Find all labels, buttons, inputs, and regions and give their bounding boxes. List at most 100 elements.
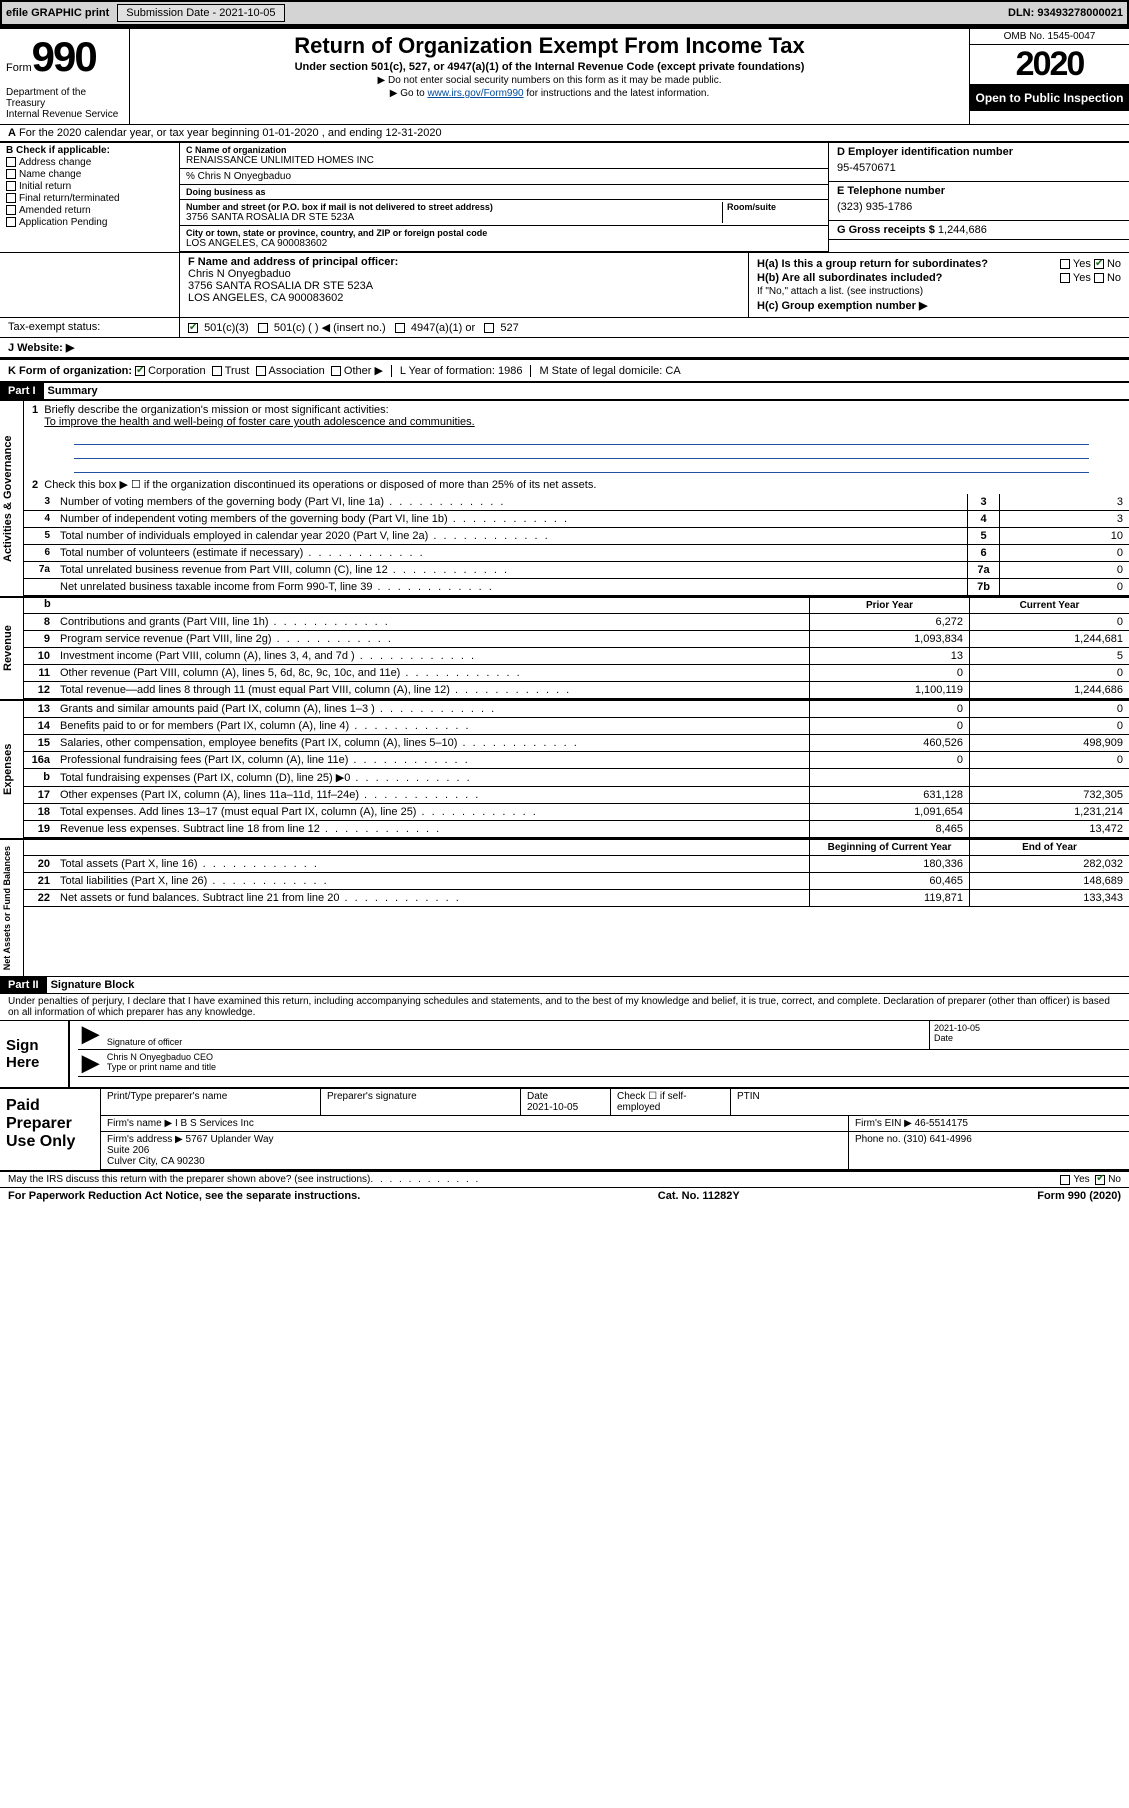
data-row: 18Total expenses. Add lines 13–17 (must … (24, 804, 1129, 821)
care-of: % Chris N Onyegbaduo (180, 169, 828, 185)
form-subtitle-2: Do not enter social security numbers on … (138, 75, 961, 86)
paid-preparer-label: Paid Preparer Use Only (0, 1089, 100, 1170)
phone: (323) 935-1786 (837, 197, 1121, 217)
data-row: 16aProfessional fundraising fees (Part I… (24, 752, 1129, 769)
form-footer-label: Form 990 (2020) (1037, 1190, 1121, 1202)
penalty-statement: Under penalties of perjury, I declare th… (0, 994, 1129, 1020)
cb-527[interactable] (484, 323, 494, 333)
cb-other[interactable] (331, 366, 341, 376)
cb-name-change[interactable]: Name change (6, 169, 173, 180)
city-state-zip: LOS ANGELES, CA 900083602 (186, 238, 822, 249)
data-row: bTotal fundraising expenses (Part IX, co… (24, 769, 1129, 787)
irs-discuss-row: May the IRS discuss this return with the… (0, 1170, 1129, 1187)
data-row: 10Investment income (Part VIII, column (… (24, 648, 1129, 665)
gov-row: 5Total number of individuals employed in… (24, 528, 1129, 545)
data-row: 13Grants and similar amounts paid (Part … (24, 701, 1129, 718)
data-row: 14Benefits paid to or for members (Part … (24, 718, 1129, 735)
year-formation: L Year of formation: 1986 (391, 365, 523, 377)
submission-date-button[interactable]: Submission Date - 2021-10-05 (117, 4, 284, 22)
form-number: 990 (32, 33, 96, 81)
street-address: 3756 SANTA ROSALIA DR STE 523A (186, 212, 722, 223)
gross-receipts: 1,244,686 (938, 224, 987, 236)
box-h: H(a) Is this a group return for subordin… (749, 253, 1129, 317)
cb-address-change[interactable]: Address change (6, 157, 173, 168)
omb-number: OMB No. 1545-0047 (970, 29, 1129, 45)
data-row: 21Total liabilities (Part X, line 26)60,… (24, 873, 1129, 890)
data-row: 9Program service revenue (Part VIII, lin… (24, 631, 1129, 648)
gov-row: 4Number of independent voting members of… (24, 511, 1129, 528)
cb-assoc[interactable] (256, 366, 266, 376)
catalog-number: Cat. No. 11282Y (360, 1190, 1037, 1202)
paid-preparer-section: Paid Preparer Use Only Print/Type prepar… (0, 1087, 1129, 1170)
officer-signature-name: Chris N Onyegbaduo CEO (107, 1052, 1125, 1062)
summary-revenue: Revenue b Prior Year Current Year 8Contr… (0, 596, 1129, 699)
box-i-label: Tax-exempt status: (0, 318, 180, 337)
firm-name: Firm's name ▶ I B S Services Inc (101, 1116, 849, 1131)
prior-year-hdr: Prior Year (809, 598, 969, 613)
cb-discuss-yes[interactable] (1060, 1175, 1070, 1185)
form-number-cell: Form 990 (0, 29, 130, 83)
sign-date: 2021-10-05 (934, 1023, 1125, 1033)
vtab-netassets: Net Assets or Fund Balances (0, 840, 24, 976)
form-word: Form (6, 62, 32, 74)
top-toolbar: efile GRAPHIC print Submission Date - 20… (0, 0, 1129, 26)
part-1-header: Part ISummary (0, 382, 1129, 400)
gov-row: Net unrelated business taxable income fr… (24, 579, 1129, 596)
firm-phone: Phone no. (310) 641-4996 (849, 1132, 1129, 1169)
box-j-website: J Website: ▶ (0, 337, 1129, 360)
summary-netassets: Net Assets or Fund Balances Beginning of… (0, 838, 1129, 976)
form-title: Return of Organization Exempt From Incom… (138, 33, 961, 59)
box-b: B Check if applicable: Address change Na… (0, 143, 180, 252)
efile-label[interactable]: efile GRAPHIC print (6, 7, 109, 19)
box-c: C Name of organizationRENAISSANCE UNLIMI… (180, 143, 829, 252)
data-row: 20Total assets (Part X, line 16)180,3362… (24, 856, 1129, 873)
cb-trust[interactable] (212, 366, 222, 376)
cb-corp[interactable] (135, 366, 145, 376)
begin-year-hdr: Beginning of Current Year (809, 840, 969, 855)
box-d-e-g: D Employer identification number95-45706… (829, 143, 1129, 252)
gov-row: 3Number of voting members of the governi… (24, 494, 1129, 511)
officer-name: Chris N Onyegbaduo (188, 268, 291, 280)
department-label: Department of the Treasury Internal Reve… (0, 83, 130, 124)
cb-4947[interactable] (395, 323, 405, 333)
form-subtitle-1: Under section 501(c), 527, or 4947(a)(1)… (138, 61, 961, 73)
summary-governance: Activities & Governance 1 Briefly descri… (0, 400, 1129, 596)
summary-expenses: Expenses 13Grants and similar amounts pa… (0, 699, 1129, 838)
sign-here-section: Sign Here ▶ Signature of officer 2021-10… (0, 1020, 1129, 1087)
data-row: 12Total revenue—add lines 8 through 11 (… (24, 682, 1129, 699)
gov-row: 6Total number of volunteers (estimate if… (24, 545, 1129, 562)
cb-amended[interactable]: Amended return (6, 205, 173, 216)
form-header: Form 990 Department of the Treasury Inte… (0, 26, 1129, 124)
box-k: K Form of organization: Corporation Trus… (0, 360, 1129, 382)
cb-501c3[interactable] (188, 323, 198, 333)
ein: 95-4570671 (837, 158, 1121, 178)
data-row: 22Net assets or fund balances. Subtract … (24, 890, 1129, 907)
data-row: 19Revenue less expenses. Subtract line 1… (24, 821, 1129, 838)
tax-year: 2020 (970, 45, 1129, 85)
current-year-hdr: Current Year (969, 598, 1129, 613)
end-year-hdr: End of Year (969, 840, 1129, 855)
section-f-h: F Name and address of principal officer:… (0, 252, 1129, 317)
cb-final-return[interactable]: Final return/terminated (6, 193, 173, 204)
section-b-to-g: B Check if applicable: Address change Na… (0, 142, 1129, 252)
vtab-governance: Activities & Governance (0, 401, 24, 596)
vtab-expenses: Expenses (0, 701, 24, 838)
org-name: RENAISSANCE UNLIMITED HOMES INC (186, 155, 822, 166)
arrow-icon: ▶ (78, 1021, 103, 1049)
form990-link[interactable]: www.irs.gov/Form990 (427, 88, 523, 99)
paperwork-notice: For Paperwork Reduction Act Notice, see … (8, 1190, 360, 1202)
cb-pending[interactable]: Application Pending (6, 217, 173, 228)
data-row: 11Other revenue (Part VIII, column (A), … (24, 665, 1129, 682)
mission-statement: To improve the health and well-being of … (44, 416, 474, 428)
cb-initial-return[interactable]: Initial return (6, 181, 173, 192)
arrow-icon: ▶ (78, 1050, 103, 1076)
box-f: F Name and address of principal officer:… (180, 253, 749, 317)
data-row: 8Contributions and grants (Part VIII, li… (24, 614, 1129, 631)
part-2-header: Part IISignature Block (0, 976, 1129, 994)
firm-ein: Firm's EIN ▶ 46-5514175 (849, 1116, 1129, 1131)
cb-501c[interactable] (258, 323, 268, 333)
form-subtitle-3: Go to www.irs.gov/Form990 for instructio… (138, 88, 961, 99)
cb-discuss-no[interactable] (1095, 1175, 1105, 1185)
state-domicile: M State of legal domicile: CA (530, 365, 680, 377)
line-a: A For the 2020 calendar year, or tax yea… (0, 124, 1129, 142)
